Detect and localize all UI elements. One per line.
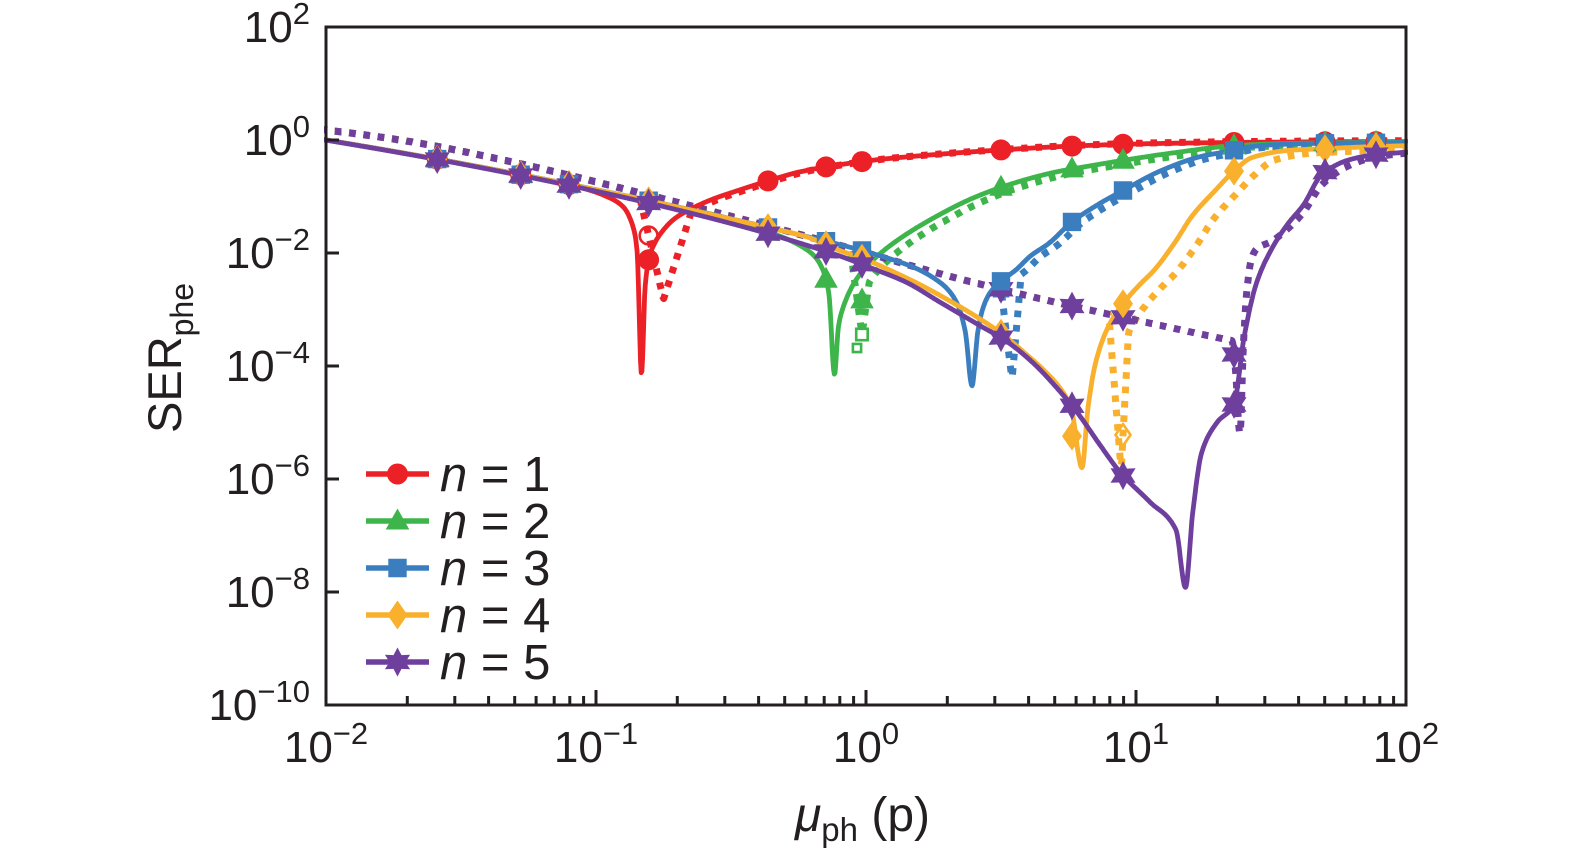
svg-text:n = 1: n = 1 xyxy=(440,448,550,502)
svg-text:n = 3: n = 3 xyxy=(440,542,550,596)
svg-text:100: 100 xyxy=(244,109,310,165)
svg-text:μph (p): μph (p) xyxy=(793,789,930,848)
svg-text:n = 5: n = 5 xyxy=(440,636,550,690)
svg-text:n = 4: n = 4 xyxy=(440,589,550,643)
svg-text:n = 2: n = 2 xyxy=(440,495,550,549)
svg-text:10−6: 10−6 xyxy=(226,448,310,504)
